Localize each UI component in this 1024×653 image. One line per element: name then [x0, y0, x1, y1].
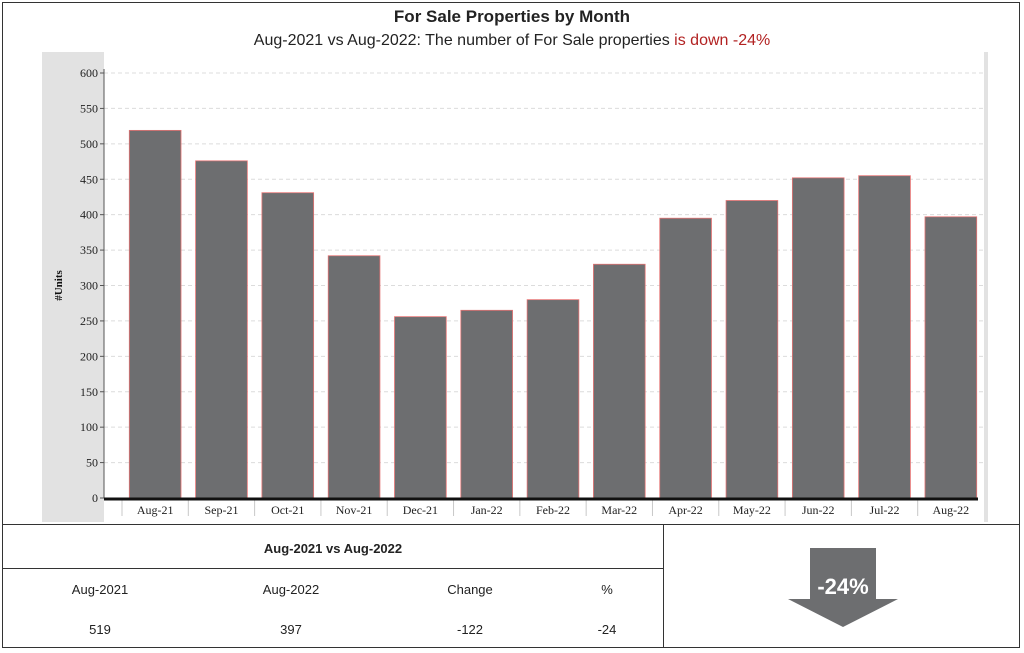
y-tick-label: 150	[80, 385, 98, 399]
summary-rule	[2, 568, 664, 569]
x-tick-label: Jul-22	[870, 503, 900, 517]
chart-area: 0 50 100 150 200 250 300 350 400 450 500 550 600 Aug…	[42, 52, 988, 522]
down-arrow-icon	[788, 548, 898, 627]
summary-header-aug-2022: Aug-2022	[262, 582, 320, 597]
bar-dec-21	[394, 316, 447, 499]
bar-may-22	[725, 200, 779, 499]
y-tick-label: 250	[80, 314, 98, 328]
x-tick-label: May-22	[733, 503, 771, 517]
summary-header-percent: %	[601, 582, 613, 597]
y-tick-label: 600	[80, 66, 98, 80]
section-divider	[2, 524, 1020, 525]
x-tick-label: Jan-22	[471, 503, 503, 517]
y-tick-label: 0	[92, 491, 98, 505]
bar-nov-21	[327, 255, 381, 499]
y-tick-label: 300	[80, 279, 98, 293]
bar-aug-21	[128, 129, 182, 499]
y-tick-label: 500	[80, 137, 98, 151]
bar-mar-22	[593, 263, 646, 499]
y-tick-label: 50	[86, 456, 98, 470]
bar-feb-22	[526, 299, 580, 499]
summary-value-change: -122	[456, 622, 484, 637]
x-tick-label: Dec-21	[403, 503, 438, 517]
bar-aug-22	[924, 216, 978, 499]
bar-apr-22	[659, 217, 712, 499]
bar-jan-22	[460, 309, 513, 499]
summary-value-aug-2021: 519	[89, 622, 111, 637]
y-tick-label: 550	[80, 101, 98, 115]
summary-value-percent: -24	[597, 622, 617, 637]
y-tick-label: 450	[80, 172, 98, 186]
y-tick-label: 350	[80, 243, 98, 257]
x-tick-label: Apr-22	[668, 503, 702, 517]
y-tick-label: 100	[80, 420, 98, 434]
bar-jun-22	[791, 177, 845, 499]
x-tick-label: Aug-21	[137, 503, 174, 517]
bar-oct-21	[261, 192, 315, 499]
y-tick-label: 400	[80, 208, 98, 222]
change-percent-label: -24%	[817, 574, 869, 599]
y-axis-label: #Units	[53, 270, 65, 301]
subtitle-text: Aug-2021 vs Aug-2022: The number of For …	[253, 32, 675, 49]
panel-divider	[663, 525, 664, 648]
summary-header-change: Change	[447, 582, 493, 597]
summary-table: Aug-2021 vs Aug-2022 Aug-2021 Aug-2022 C…	[2, 525, 664, 648]
subtitle-highlight: is down -24%	[674, 32, 771, 49]
x-tick-label: Aug-22	[933, 503, 970, 517]
y-tick-label: 200	[80, 349, 98, 363]
x-tick-label: Oct-21	[271, 503, 304, 517]
x-tick-label: Nov-21	[336, 503, 373, 517]
chart-subtitle: Aug-2021 vs Aug-2022: The number of For …	[0, 32, 1024, 50]
summary-value-aug-2022: 397	[280, 622, 302, 637]
x-tick-label: Sep-21	[204, 503, 238, 517]
x-tick-label: Feb-22	[536, 503, 570, 517]
summary-title: Aug-2021 vs Aug-2022	[263, 541, 403, 556]
x-tick-label: Jun-22	[802, 503, 835, 517]
bar-jul-22	[858, 175, 911, 499]
bar-sep-21	[195, 160, 248, 499]
change-indicator: -24%	[664, 525, 1020, 648]
summary-header-aug-2021: Aug-2021	[71, 582, 129, 597]
bar-chart: 0 50 100 150 200 250 300 350 400 450 500 550 600 Aug…	[53, 52, 984, 522]
chart-title: For Sale Properties by Month	[393, 7, 631, 26]
x-tick-label: Mar-22	[601, 503, 637, 517]
